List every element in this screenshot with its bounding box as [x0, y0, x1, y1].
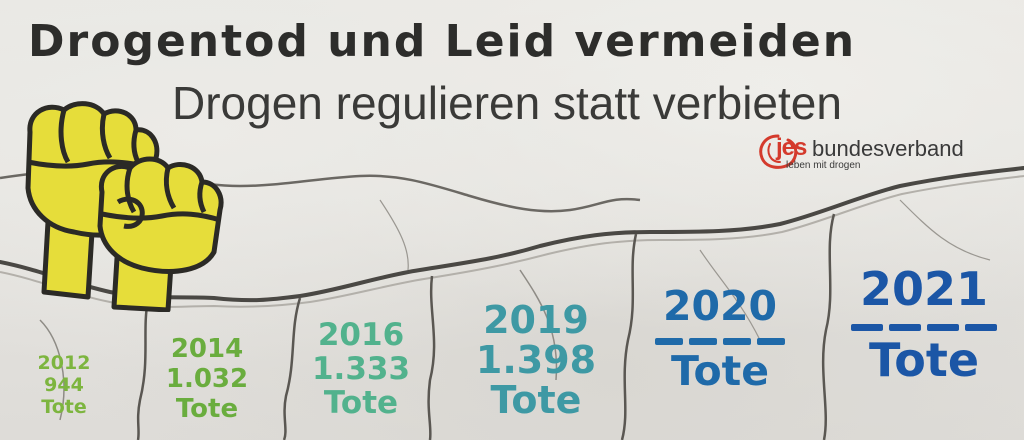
stat-label: Tote	[868, 333, 980, 387]
stat-label: Tote	[175, 394, 239, 424]
logo-name-text: bundesverband	[812, 136, 964, 161]
placeholder-dash	[655, 338, 683, 345]
placeholder-dash	[723, 338, 751, 345]
logo-jes-text: jes	[776, 134, 807, 161]
stat-2012: 2012 944 Tote	[14, 352, 114, 418]
stat-label: Tote	[41, 396, 87, 418]
subheadline: Drogen regulieren statt verbieten	[172, 77, 842, 129]
stat-count: 1.032	[165, 364, 249, 394]
logo-swirl-icon	[759, 134, 798, 169]
stat-year: 2019	[483, 298, 589, 342]
placeholder-dash	[689, 338, 717, 345]
raised-fists-illustration	[25, 101, 224, 312]
placeholder-dash	[965, 324, 997, 331]
stat-year: 2020	[662, 282, 778, 330]
stat-label: Tote	[323, 385, 399, 421]
placeholder-dash	[851, 324, 883, 331]
stat-label: Tote	[670, 347, 770, 395]
stat-2021: 2021 Tote	[826, 264, 1022, 385]
stat-year: 2012	[37, 352, 91, 374]
stat-count: 1.333	[311, 351, 411, 387]
stat-2014: 2014 1.032 Tote	[152, 334, 262, 424]
placeholder-dash	[757, 338, 785, 345]
stat-count: 1.398	[475, 338, 597, 382]
stat-label: Tote	[490, 378, 582, 422]
unknown-count-placeholder	[826, 324, 1022, 331]
stat-year: 2021	[859, 262, 989, 316]
stat-year: 2016	[317, 317, 405, 353]
unknown-count-placeholder	[630, 338, 810, 345]
headline: Drogentod und Leid vermeiden	[28, 16, 857, 67]
stat-2020: 2020 Tote	[630, 284, 810, 393]
logo-tagline: leben mit drogen	[786, 160, 861, 171]
stat-2019: 2019 1.398 Tote	[456, 300, 616, 420]
stat-2016: 2016 1.333 Tote	[296, 318, 426, 420]
stat-year: 2014	[170, 334, 244, 364]
placeholder-dash	[889, 324, 921, 331]
jes-bundesverband-logo[interactable]: jes bundesverband leben mit drogen	[756, 132, 1006, 176]
placeholder-dash	[927, 324, 959, 331]
stat-count: 944	[44, 374, 84, 396]
